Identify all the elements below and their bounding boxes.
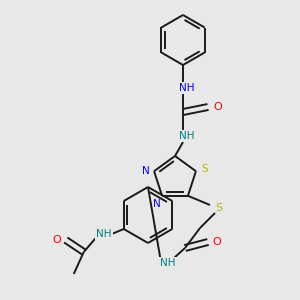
Text: NH: NH bbox=[96, 229, 112, 239]
Text: NH: NH bbox=[179, 131, 195, 141]
Text: S: S bbox=[202, 164, 208, 174]
Text: O: O bbox=[52, 235, 61, 245]
Text: N: N bbox=[142, 166, 150, 176]
Text: O: O bbox=[213, 237, 221, 247]
Text: NH: NH bbox=[160, 258, 176, 268]
Text: N: N bbox=[153, 199, 161, 209]
Text: NH: NH bbox=[179, 83, 195, 93]
Text: O: O bbox=[214, 102, 222, 112]
Text: S: S bbox=[215, 203, 223, 213]
